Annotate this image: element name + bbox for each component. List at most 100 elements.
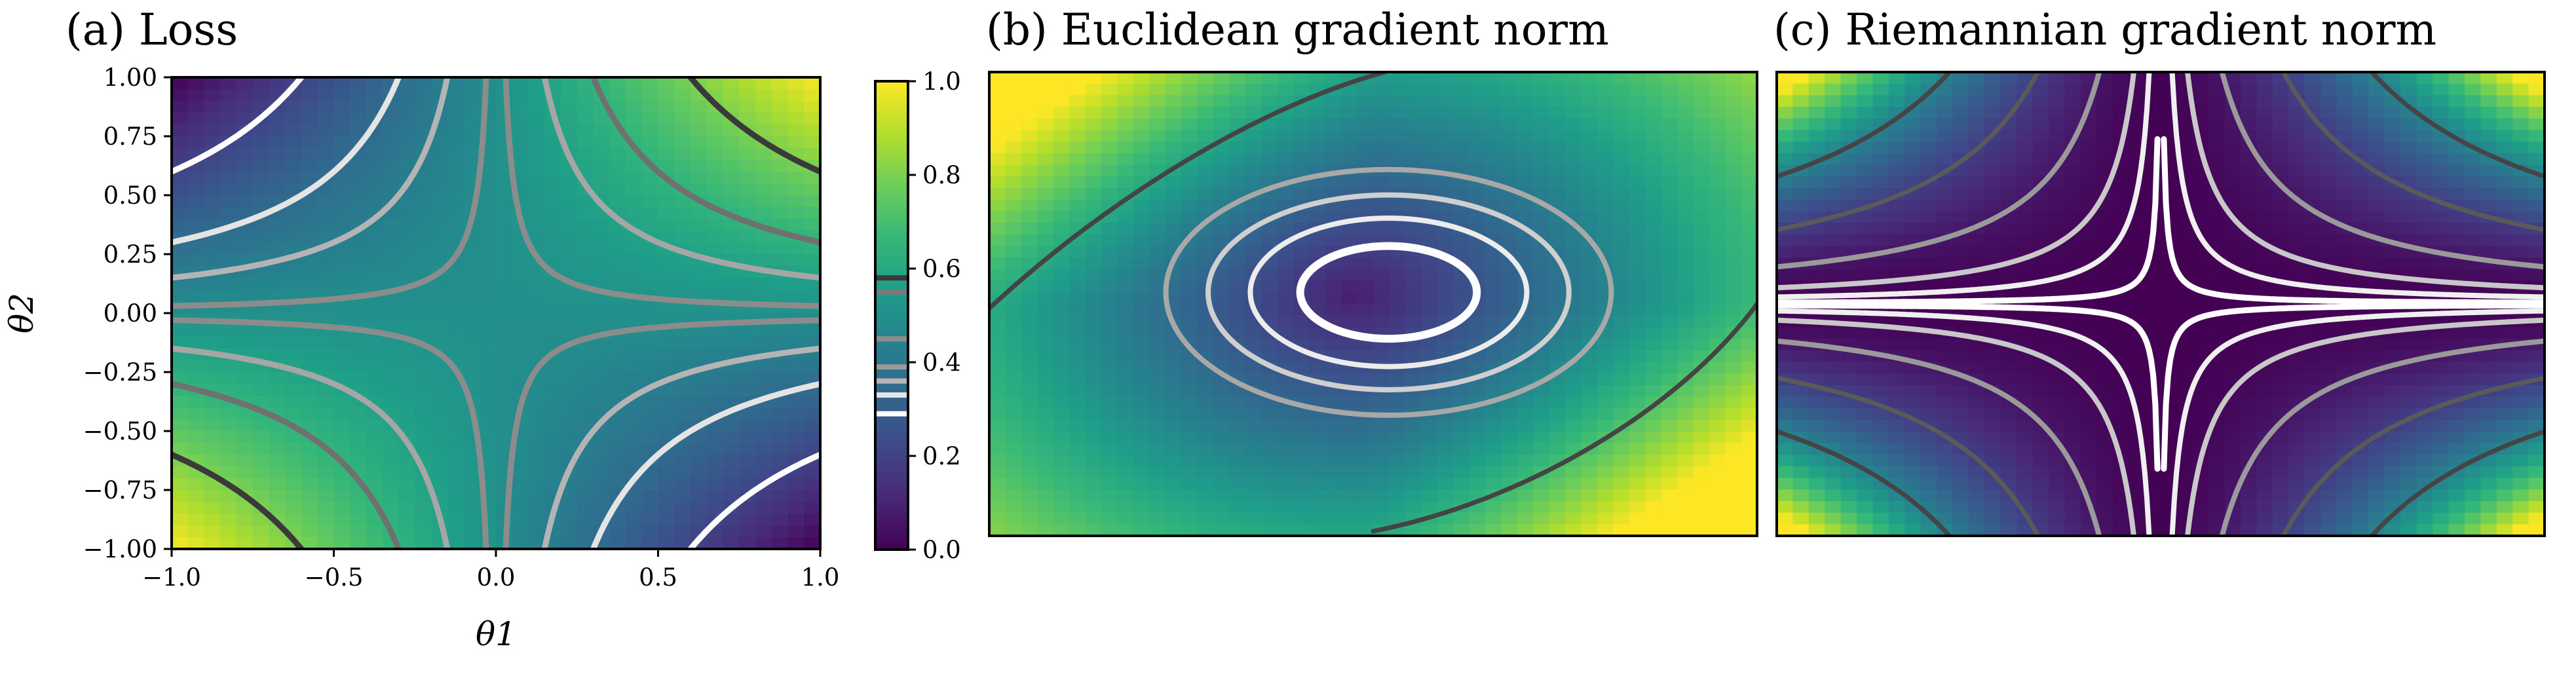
euclidean-heatmap-cell — [1341, 420, 1358, 432]
loss-heatmap-cell — [237, 525, 254, 538]
riemannian-heatmap-cell — [1777, 350, 1794, 363]
loss-heatmap-cell — [366, 101, 383, 113]
euclidean-heatmap-cell — [1245, 83, 1262, 96]
loss-heatmap-cell — [804, 195, 820, 208]
riemannian-heatmap-cell — [1872, 72, 1889, 85]
riemannian-heatmap-cell — [2208, 83, 2226, 96]
loss-heatmap-cell — [480, 231, 497, 243]
riemannian-heatmap-cell — [2241, 350, 2258, 363]
loss-heatmap-cell — [447, 124, 464, 137]
loss-heatmap-cell — [415, 384, 432, 396]
euclidean-heatmap-cell — [1213, 396, 1230, 409]
loss-heatmap-cell — [787, 537, 805, 549]
euclidean-heatmap-cell — [1005, 234, 1022, 247]
euclidean-heatmap-cell — [1053, 431, 1070, 443]
loss-heatmap-cell — [382, 160, 400, 172]
colorbar-segment — [875, 491, 908, 496]
loss-heatmap-cell — [626, 207, 643, 219]
euclidean-heatmap-cell — [1517, 489, 1534, 502]
loss-heatmap-cell — [658, 148, 675, 160]
loss-heatmap-cell — [366, 337, 383, 349]
loss-contour-line — [590, 77, 820, 246]
riemannian-heatmap-cell — [1984, 141, 2001, 154]
riemannian-heatmap-cell — [1920, 350, 1937, 363]
euclidean-heatmap-cell — [1053, 199, 1070, 212]
loss-heatmap-cell — [561, 242, 578, 255]
euclidean-heatmap-cell — [1405, 83, 1422, 96]
loss-heatmap-cell — [269, 455, 286, 467]
euclidean-heatmap-cell — [1197, 118, 1214, 131]
loss-heatmap-cell — [333, 348, 350, 361]
euclidean-heatmap-cell — [1181, 443, 1198, 455]
loss-heatmap-cell — [593, 466, 610, 479]
riemannian-heatmap-cell — [1808, 188, 1825, 200]
loss-heatmap-cell — [431, 148, 448, 160]
loss-heatmap-cell — [674, 337, 691, 349]
euclidean-heatmap-cell — [1197, 466, 1214, 479]
euclidean-heatmap-cell — [1453, 211, 1470, 223]
euclidean-heatmap-cell — [1709, 443, 1726, 455]
loss-heatmap-cell — [787, 77, 805, 90]
loss-heatmap-cell — [593, 148, 610, 160]
riemannian-heatmap-cell — [1920, 199, 1937, 212]
euclidean-heatmap-cell — [1021, 72, 1038, 85]
riemannian-heatmap-cell — [1857, 339, 1874, 351]
loss-heatmap-cell — [609, 136, 626, 149]
loss-heatmap-cell — [609, 254, 626, 267]
riemannian-heatmap-cell — [2129, 350, 2146, 363]
euclidean-heatmap-cell — [1181, 489, 1198, 502]
euclidean-heatmap-cell — [1469, 188, 1486, 200]
riemannian-heatmap-cell — [2241, 72, 2258, 85]
riemannian-heatmap-cell — [1888, 130, 1905, 142]
y-tick-label: −0.50 — [83, 417, 157, 445]
euclidean-heatmap-cell — [1229, 420, 1246, 432]
euclidean-heatmap-cell — [1341, 431, 1358, 443]
riemannian-heatmap-cell — [1825, 269, 1842, 282]
euclidean-heatmap-cell — [1037, 500, 1054, 514]
euclidean-heatmap-cell — [1037, 524, 1054, 536]
euclidean-heatmap-cell — [1229, 164, 1246, 177]
euclidean-heatmap-cell — [1533, 269, 1550, 282]
riemannian-heatmap-cell — [1920, 431, 1937, 443]
riemannian-heatmap-cell — [2192, 83, 2209, 96]
euclidean-heatmap-cell — [1693, 234, 1710, 247]
euclidean-heatmap-cell — [1277, 153, 1294, 166]
riemannian-heatmap-cell — [2096, 478, 2113, 490]
loss-heatmap-cell — [187, 101, 205, 113]
loss-heatmap-cell — [285, 396, 302, 408]
euclidean-heatmap-cell — [1165, 199, 1182, 212]
riemannian-heatmap-cell — [1825, 176, 1842, 189]
riemannian-heatmap-cell — [2272, 362, 2289, 374]
loss-heatmap-cell — [415, 396, 432, 408]
euclidean-heatmap-cell — [1005, 211, 1022, 223]
loss-heatmap-cell — [512, 348, 529, 361]
euclidean-heatmap-cell — [1117, 512, 1134, 525]
euclidean-heatmap-cell — [1101, 130, 1118, 142]
loss-heatmap-cell — [269, 266, 286, 278]
euclidean-heatmap-cell — [1741, 443, 1757, 455]
euclidean-heatmap-cell — [1645, 304, 1662, 316]
euclidean-heatmap-cell — [1549, 292, 1566, 305]
euclidean-heatmap-cell — [1597, 95, 1614, 107]
loss-heatmap-cell — [333, 136, 350, 149]
loss-heatmap-cell — [431, 419, 448, 432]
euclidean-heatmap-cell — [1581, 164, 1598, 177]
euclidean-heatmap-cell — [1293, 107, 1310, 119]
riemannian-heatmap-cell — [2112, 420, 2129, 432]
loss-heatmap-cell — [237, 254, 254, 267]
loss-heatmap-cell — [301, 172, 318, 184]
loss-heatmap-cell — [447, 136, 464, 149]
riemannian-heatmap-cell — [1904, 223, 1922, 235]
euclidean-heatmap-cell — [1341, 118, 1358, 131]
riemannian-heatmap-cell — [1777, 396, 1794, 409]
euclidean-heatmap-cell — [1405, 223, 1422, 235]
loss-heatmap-cell — [398, 490, 415, 502]
loss-heatmap-cell — [398, 136, 415, 149]
euclidean-heatmap-cell — [1309, 489, 1326, 502]
euclidean-heatmap-cell — [1261, 373, 1278, 386]
loss-heatmap-cell — [398, 372, 415, 385]
colorbar-segment — [875, 483, 908, 488]
loss-heatmap-cell — [398, 325, 415, 337]
riemannian-heatmap-cell — [1984, 420, 2001, 432]
euclidean-heatmap-cell — [1549, 269, 1566, 282]
